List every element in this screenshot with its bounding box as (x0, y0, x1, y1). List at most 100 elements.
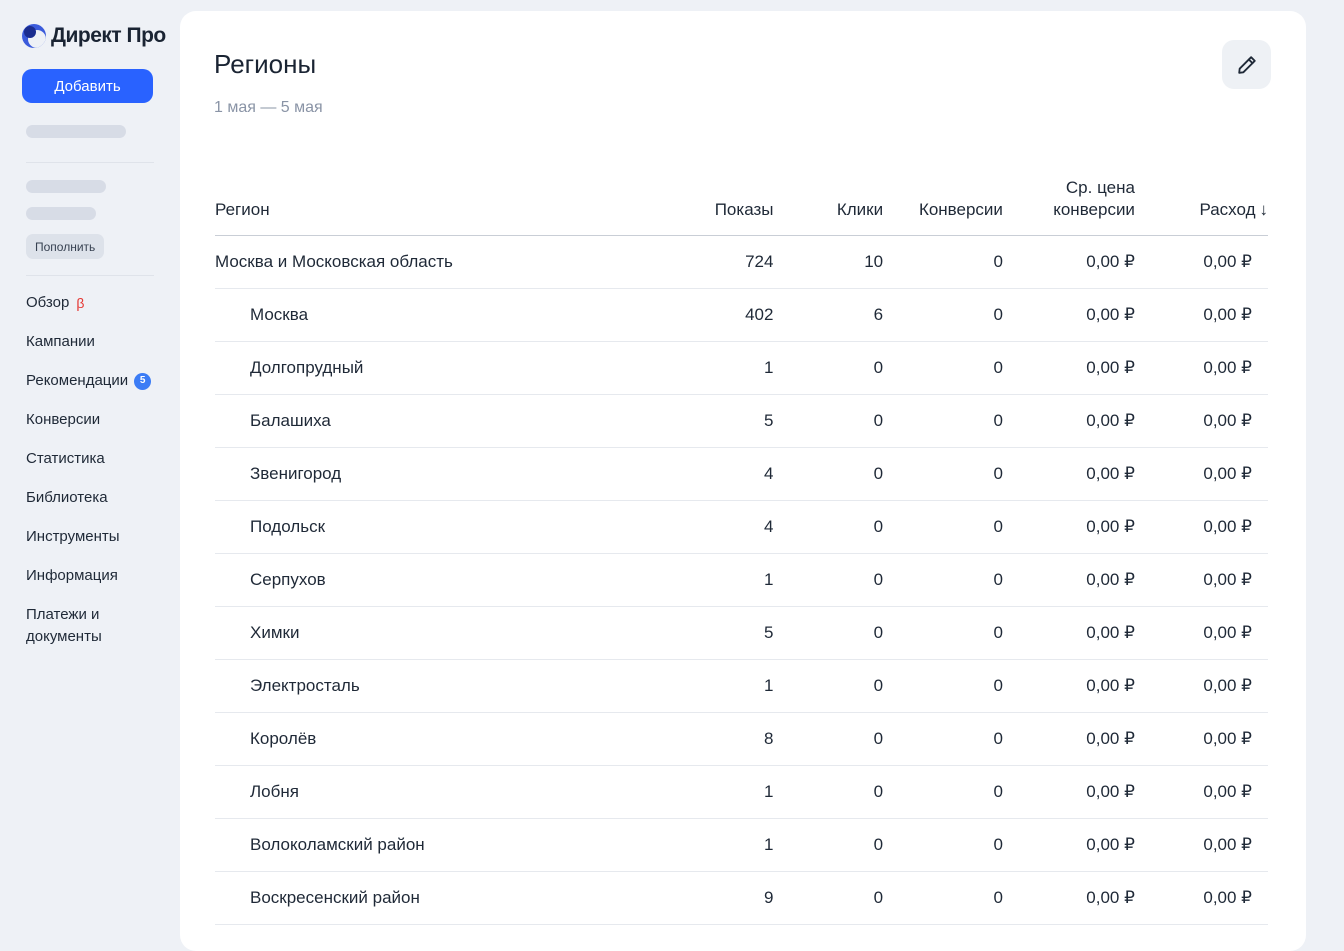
sidebar-item-label: Библиотека (26, 489, 108, 506)
sidebar-item-tools[interactable]: Инструменты (26, 526, 180, 548)
clicks-cell: 0 (773, 818, 884, 872)
table-row[interactable]: Подольск 4 0 0 0,00 ₽0,00 ₽ (215, 500, 1268, 554)
header-region[interactable]: Регион (215, 174, 662, 236)
table-row[interactable]: Воскресенский район 9 0 0 0,00 ₽0,00 ₽ (215, 871, 1268, 925)
clicks-cell: 0 (773, 659, 884, 713)
avg-price-cell: 0,00 ₽ (1002, 606, 1135, 660)
avg-price-cell: 0,00 ₽ (1002, 659, 1135, 713)
sidebar-item-label: Обзор (26, 294, 70, 311)
conversions-cell: 0 (883, 447, 1003, 501)
main-card: Регионы 1 мая — 5 мая Регион Показы Клик… (180, 11, 1306, 951)
sidebar-item-recommendations[interactable]: Рекомендации 5 (26, 370, 180, 392)
table-row[interactable]: Химки 5 0 0 0,00 ₽0,00 ₽ (215, 606, 1268, 660)
spend-cell: 0,00 ₽ (1134, 818, 1268, 872)
clicks-cell: 0 (773, 394, 884, 448)
table-row[interactable]: Москва и Московская область 724 10 0 0,00 ₽0… (215, 235, 1268, 289)
count-badge: 5 (134, 372, 152, 390)
shows-cell: 1 (661, 659, 774, 713)
sidebar-item-label: Конверсии (26, 411, 101, 428)
refill-button[interactable]: Пополнить (26, 234, 105, 259)
table-row[interactable]: Серпухов 1 0 0 0,00 ₽0,00 ₽ (215, 553, 1268, 607)
clicks-cell: 0 (773, 871, 884, 925)
shows-cell: 724 (661, 235, 774, 289)
sidebar-item-payments[interactable]: Платежи и документы (26, 604, 136, 648)
conversions-cell: 0 (883, 341, 1003, 395)
divider (26, 162, 154, 163)
add-button[interactable]: Добавить (22, 69, 153, 103)
header-spend[interactable]: Расход ↓ (1134, 174, 1268, 236)
clicks-cell: 6 (773, 288, 884, 342)
sidebar-nav: Обзор β Кампании Рекомендации 5 Конверси… (26, 292, 180, 648)
sidebar-item-label: Информация (26, 567, 118, 584)
region-cell: Воскресенский район (215, 871, 662, 925)
avg-price-cell: 0,00 ₽ (1002, 500, 1135, 554)
table-row[interactable]: Электросталь 1 0 0 0,00 ₽0,00 ₽ (215, 659, 1268, 713)
clicks-cell: 0 (773, 341, 884, 395)
header-clicks[interactable]: Клики (773, 174, 884, 236)
date-range: 1 мая — 5 мая (214, 99, 323, 116)
sidebar-item-information[interactable]: Информация (26, 565, 180, 587)
avg-price-cell: 0,00 ₽ (1002, 712, 1135, 766)
conversions-cell: 0 (883, 553, 1003, 607)
clicks-cell: 10 (773, 235, 884, 289)
logo-text: Директ Про (51, 24, 166, 47)
table-row[interactable]: Звенигород 4 0 0 0,00 ₽0,00 ₽ (215, 447, 1268, 501)
conversions-cell: 0 (883, 712, 1003, 766)
region-cell: Москва и Московская область (215, 235, 662, 289)
sidebar-item-label: Платежи и документы (26, 606, 102, 645)
sidebar-item-statistics[interactable]: Статистика (26, 448, 180, 470)
sidebar-item-conversions[interactable]: Конверсии (26, 409, 180, 431)
region-cell: Электросталь (215, 659, 662, 713)
table-row[interactable]: Королёв 8 0 0 0,00 ₽0,00 ₽ (215, 712, 1268, 766)
clicks-cell: 0 (773, 765, 884, 819)
spend-cell: 0,00 ₽ (1134, 871, 1268, 925)
shows-cell: 5 (661, 394, 774, 448)
logo-icon (22, 24, 46, 48)
page-title: Регионы (214, 49, 317, 79)
regions-table: Регион Показы Клики Конверсии Ср. цена к… (215, 174, 1268, 925)
sidebar-item-overview[interactable]: Обзор β (26, 292, 180, 314)
spend-cell: 0,00 ₽ (1134, 712, 1268, 766)
region-cell: Балашиха (215, 394, 662, 448)
table-header-row: Регион Показы Клики Конверсии Ср. цена к… (215, 174, 1268, 236)
sidebar-item-campaigns[interactable]: Кампании (26, 331, 180, 353)
table-row[interactable]: Балашиха 5 0 0 0,00 ₽0,00 ₽ (215, 394, 1268, 448)
clicks-cell: 0 (773, 606, 884, 660)
clicks-cell: 0 (773, 553, 884, 607)
table-row[interactable]: Москва 402 6 0 0,00 ₽0,00 ₽ (215, 288, 1268, 342)
sidebar-item-library[interactable]: Библиотека (26, 487, 180, 509)
shows-cell: 9 (661, 871, 774, 925)
shows-cell: 8 (661, 712, 774, 766)
divider (26, 275, 154, 276)
region-cell: Подольск (215, 500, 662, 554)
balance-placeholder-2 (26, 207, 96, 220)
shows-cell: 5 (661, 606, 774, 660)
logo[interactable]: Директ Про (22, 22, 180, 50)
edit-button[interactable] (1222, 40, 1271, 89)
spend-cell: 0,00 ₽ (1134, 553, 1268, 607)
header-shows[interactable]: Показы (661, 174, 774, 236)
table-row[interactable]: Лобня 1 0 0 0,00 ₽0,00 ₽ (215, 765, 1268, 819)
region-cell: Химки (215, 606, 662, 660)
spend-cell: 0,00 ₽ (1134, 500, 1268, 554)
shows-cell: 1 (661, 818, 774, 872)
header-avg-price-line1: Ср. цена (1065, 177, 1135, 197)
header-avg-price[interactable]: Ср. цена конверсии (1002, 174, 1135, 236)
conversions-cell: 0 (883, 235, 1003, 289)
shows-cell: 1 (661, 341, 774, 395)
header-spend-label: Расход (1199, 199, 1256, 219)
avg-price-cell: 0,00 ₽ (1002, 341, 1135, 395)
region-cell: Долгопрудный (215, 341, 662, 395)
spend-cell: 0,00 ₽ (1134, 235, 1268, 289)
avg-price-cell: 0,00 ₽ (1002, 765, 1135, 819)
sidebar-item-label: Статистика (26, 450, 105, 467)
region-cell: Звенигород (215, 447, 662, 501)
table-row[interactable]: Волоколамский район 1 0 0 0,00 ₽0,00 ₽ (215, 818, 1268, 872)
spend-cell: 0,00 ₽ (1134, 341, 1268, 395)
avg-price-cell: 0,00 ₽ (1002, 818, 1135, 872)
sidebar-item-label: Инструменты (26, 528, 120, 545)
header-conversions[interactable]: Конверсии (883, 174, 1003, 236)
table-row[interactable]: Долгопрудный 1 0 0 0,00 ₽0,00 ₽ (215, 341, 1268, 395)
region-cell: Москва (215, 288, 662, 342)
spend-cell: 0,00 ₽ (1134, 606, 1268, 660)
